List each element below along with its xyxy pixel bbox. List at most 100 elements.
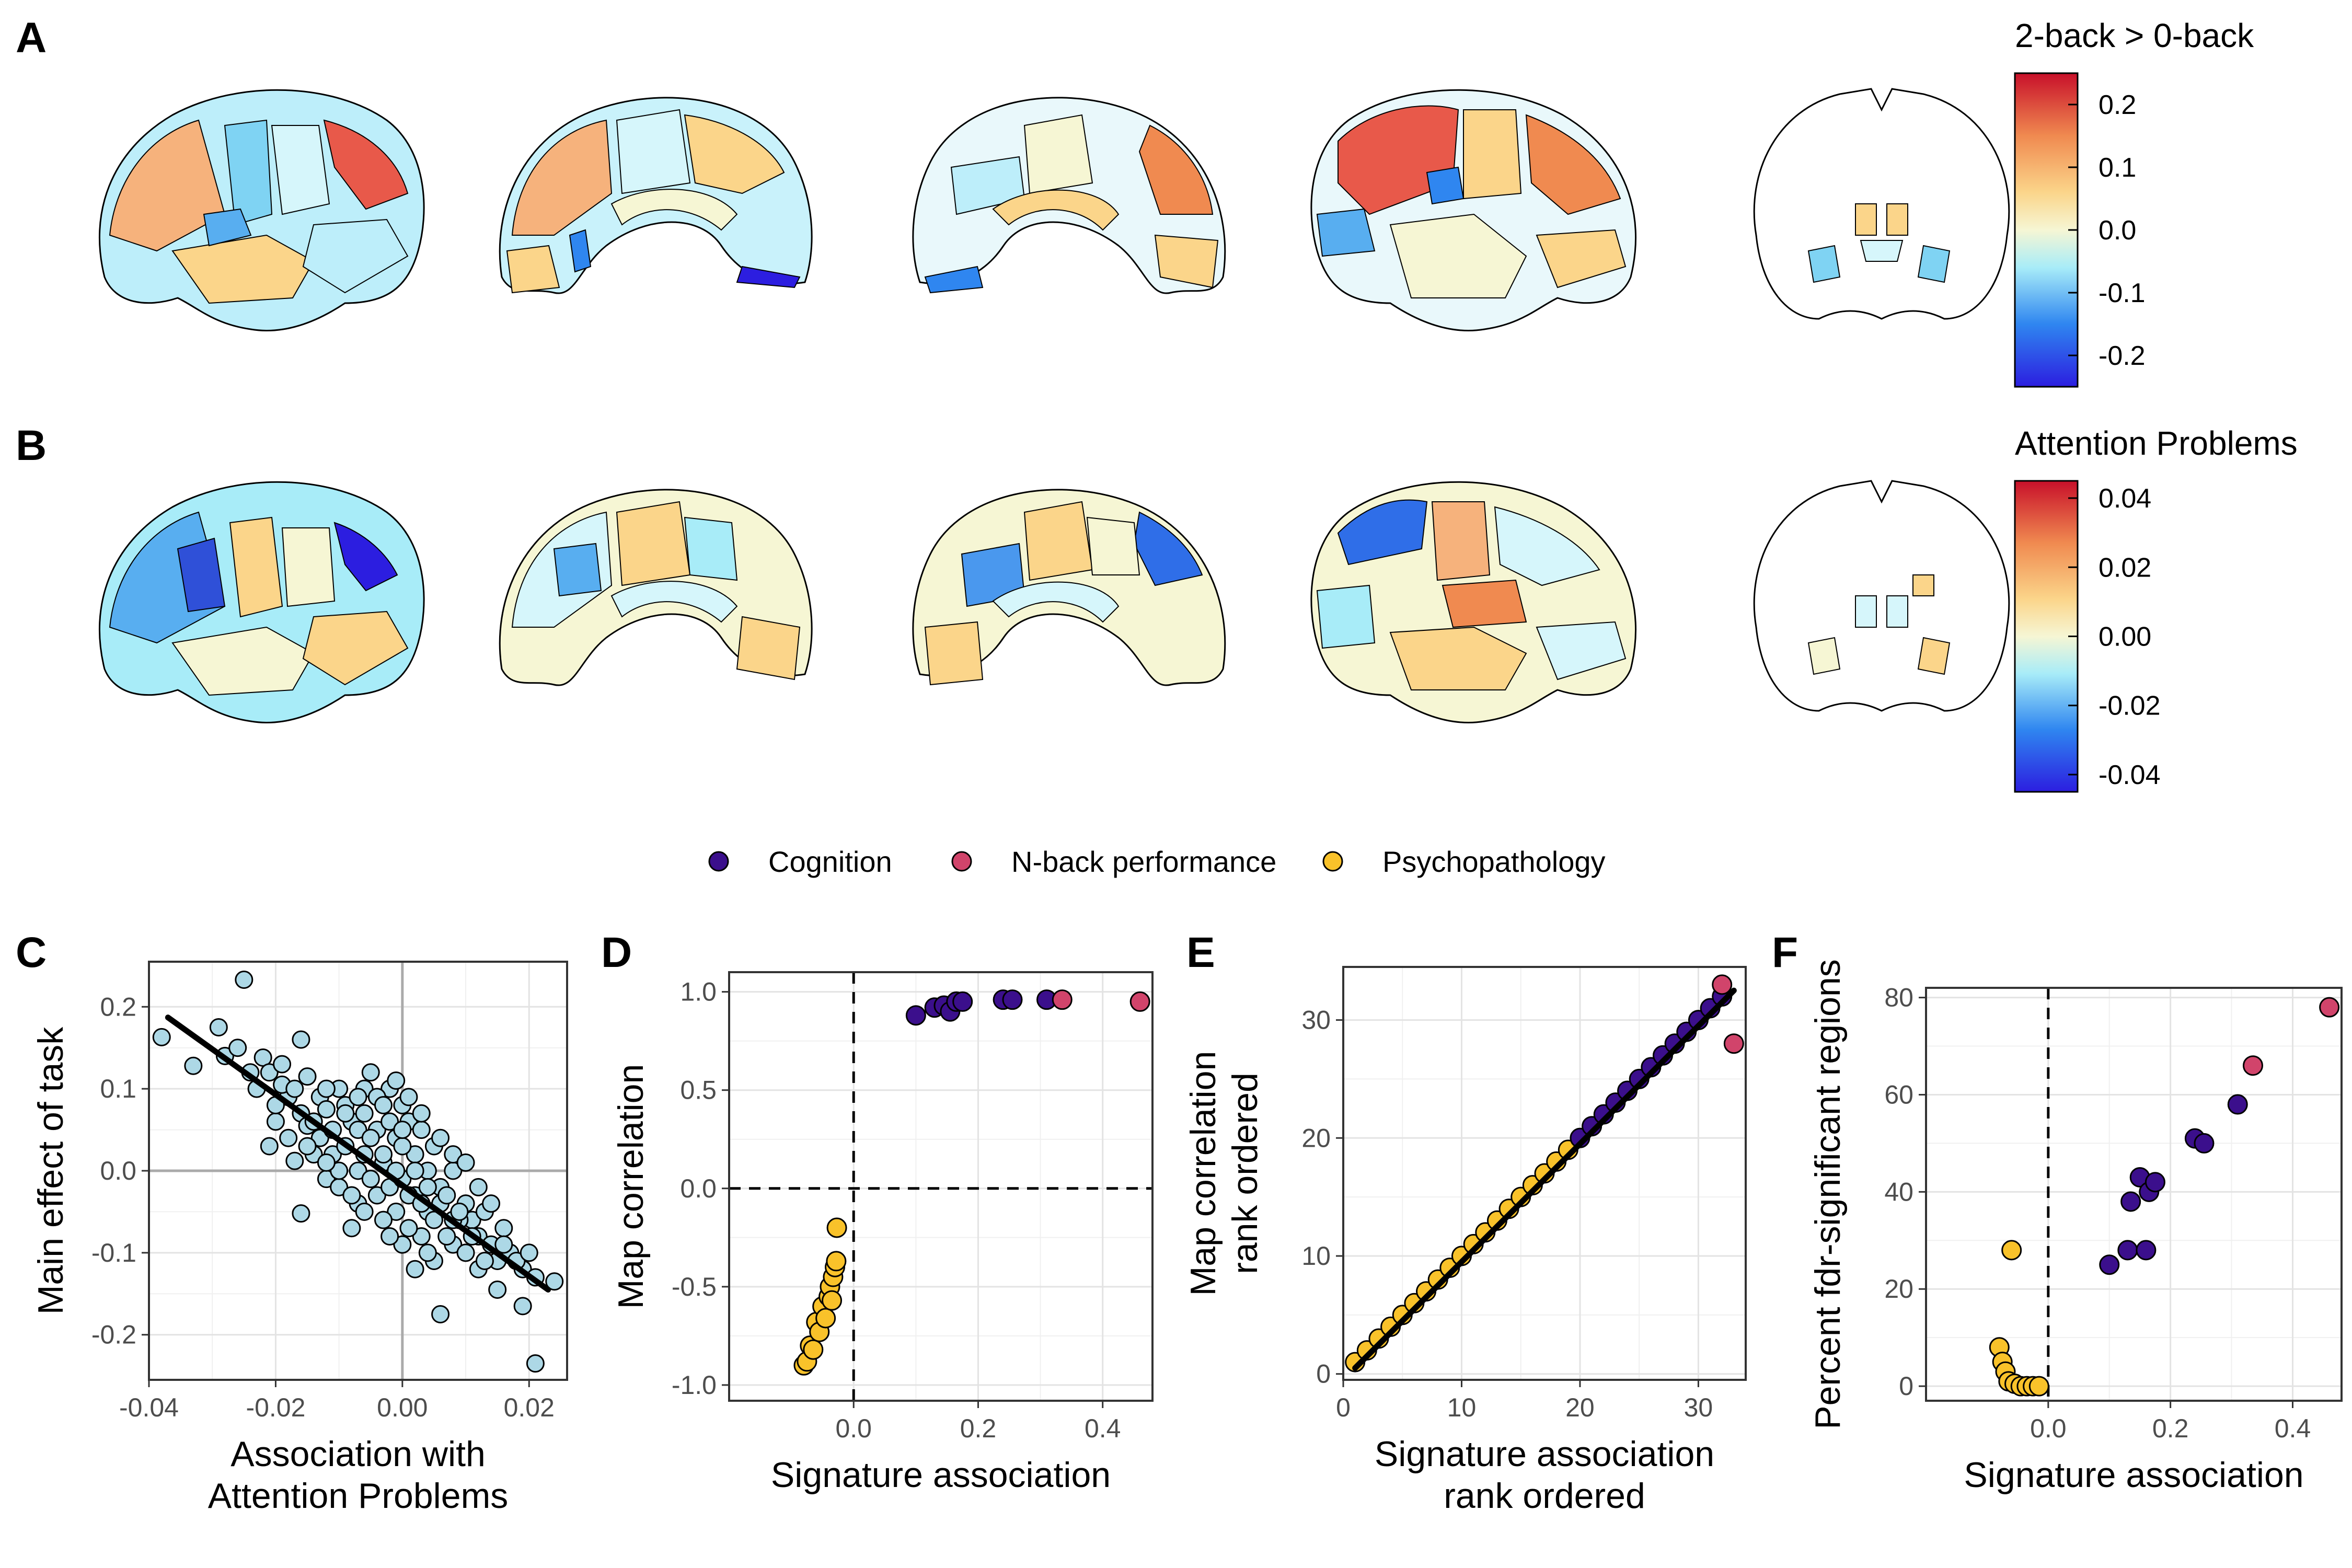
panel-letter-a: A: [16, 14, 47, 62]
data-point-cognition: [905, 1005, 926, 1026]
data-point: [349, 1088, 367, 1106]
data-point: [412, 1227, 431, 1246]
y-tick-label: 80: [1884, 983, 1913, 1012]
data-point: [431, 1305, 450, 1324]
data-point: [266, 1112, 285, 1131]
data-point: [513, 1297, 532, 1316]
data-point: [475, 1252, 494, 1271]
points: [152, 971, 564, 1373]
legend-item-n-back-performance: N-back performance: [951, 845, 1276, 878]
panel-letter-b: B: [16, 422, 47, 469]
panel-letter-f: F: [1772, 929, 1798, 976]
data-point: [349, 1161, 367, 1180]
colorbar-a: 2-back > 0-back 0.2 0.1 0.0 -0.1 -0.2: [2014, 17, 2254, 388]
data-point-psychopathology: [803, 1339, 824, 1360]
panel-border: [1925, 987, 2343, 1402]
data-point: [260, 1063, 279, 1082]
legend: Cognition N-back performance Psychopatholo…: [708, 845, 1606, 878]
x-tick-label: 0.2: [960, 1414, 997, 1443]
data-point: [292, 1204, 310, 1223]
y-tick-label: 0.1: [100, 1074, 136, 1103]
data-point: [355, 1104, 374, 1123]
data-point: [437, 1186, 456, 1205]
data-point: [349, 1121, 367, 1139]
x-tick-label: 0.02: [504, 1393, 555, 1422]
y-tick-label: 1.0: [680, 977, 717, 1007]
data-point: [545, 1272, 564, 1291]
colorbar-gradient: [2014, 480, 2079, 793]
data-point: [437, 1227, 456, 1246]
colorbar-tick-label: -0.02: [2099, 691, 2161, 721]
colorbar-title: Attention Problems: [2015, 424, 2298, 462]
y-axis-title: rank ordered: [1225, 1073, 1265, 1274]
brain-medial-right-b: [912, 489, 1226, 686]
colorbar-b: Attention Problems 0.04 0.02 0.00 -0.02 -0.04: [2014, 424, 2298, 793]
y-axis-title: Percent fdr-significant regions: [1808, 959, 1848, 1429]
data-point-cognition: [2117, 1240, 2138, 1261]
brain-row-b: [98, 480, 2010, 723]
data-point: [260, 1137, 279, 1156]
colorbar-tick-label: 0.2: [2099, 90, 2136, 120]
data-point: [317, 1079, 336, 1098]
data-point: [152, 1028, 171, 1046]
x-tick-label: 10: [1447, 1393, 1477, 1422]
data-point: [520, 1243, 538, 1262]
legend-item-psychopathology: Psychopathology: [1322, 845, 1606, 878]
data-point: [387, 1071, 406, 1090]
panel-border: [1342, 966, 1747, 1381]
data-point-cognition: [2099, 1254, 2120, 1275]
data-point: [273, 1055, 292, 1074]
fit-line: [165, 1014, 551, 1293]
colorbar-tick-label: -0.1: [2099, 278, 2146, 308]
data-point-psychopathology: [822, 1290, 843, 1311]
data-point: [494, 1219, 513, 1238]
data-point: [399, 1088, 418, 1106]
data-point: [456, 1153, 475, 1172]
x-tick-label: 0.0: [2030, 1414, 2067, 1443]
colorbar-tick-label: 0.1: [2099, 153, 2136, 183]
data-point: [361, 1170, 380, 1189]
data-point: [450, 1202, 469, 1221]
data-point-psychopathology: [2028, 1376, 2049, 1397]
brain-lateral-left-b: [98, 481, 425, 723]
x-tick-label: 0.0: [835, 1414, 872, 1443]
data-point-n-back-performance: [1712, 974, 1733, 995]
data-point: [488, 1280, 507, 1299]
data-point: [424, 1210, 443, 1229]
data-point: [406, 1161, 424, 1180]
legend-label: N-back performance: [1011, 845, 1276, 878]
data-point: [406, 1260, 424, 1278]
data-point: [317, 1100, 336, 1119]
x-axis-title: Signature association: [1964, 1455, 2303, 1495]
y-tick-label: 0.0: [680, 1174, 717, 1203]
panel-letter-c: C: [16, 929, 47, 976]
data-point-n-back-performance: [2319, 997, 2340, 1018]
coronal-slice-a: [1753, 88, 2010, 320]
data-point: [355, 1202, 374, 1221]
legend-item-cognition: Cognition: [708, 845, 892, 878]
y-tick-label: 10: [1301, 1241, 1331, 1271]
data-point: [361, 1128, 380, 1147]
data-point-cognition: [2120, 1191, 2141, 1212]
panel-d: 0.0 0.2 0.4 1.0 0.5 0.0 -0.5 -1.0 Signature asso…: [611, 971, 1154, 1495]
fit-line: [1352, 987, 1737, 1371]
data-point: [444, 1145, 463, 1164]
data-point: [393, 1137, 412, 1156]
x-tick-label: 0.4: [2275, 1414, 2311, 1443]
panel-border: [728, 971, 1154, 1402]
data-point-psychopathology: [826, 1217, 847, 1238]
data-point-n-back-performance: [1052, 989, 1073, 1010]
y-tick-label: 0: [1899, 1371, 1913, 1401]
data-point: [387, 1202, 406, 1221]
data-point: [418, 1243, 437, 1262]
data-point: [399, 1219, 418, 1238]
data-point: [342, 1186, 361, 1205]
data-point-cognition: [2136, 1240, 2157, 1261]
colorbar-tick-label: 0.02: [2099, 552, 2151, 583]
brain-lateral-right-a: [1310, 89, 1637, 331]
data-point: [412, 1104, 431, 1123]
y-tick-label: 20: [1884, 1274, 1913, 1304]
data-point: [431, 1128, 450, 1147]
data-point: [494, 1235, 513, 1254]
data-point: [336, 1104, 355, 1123]
